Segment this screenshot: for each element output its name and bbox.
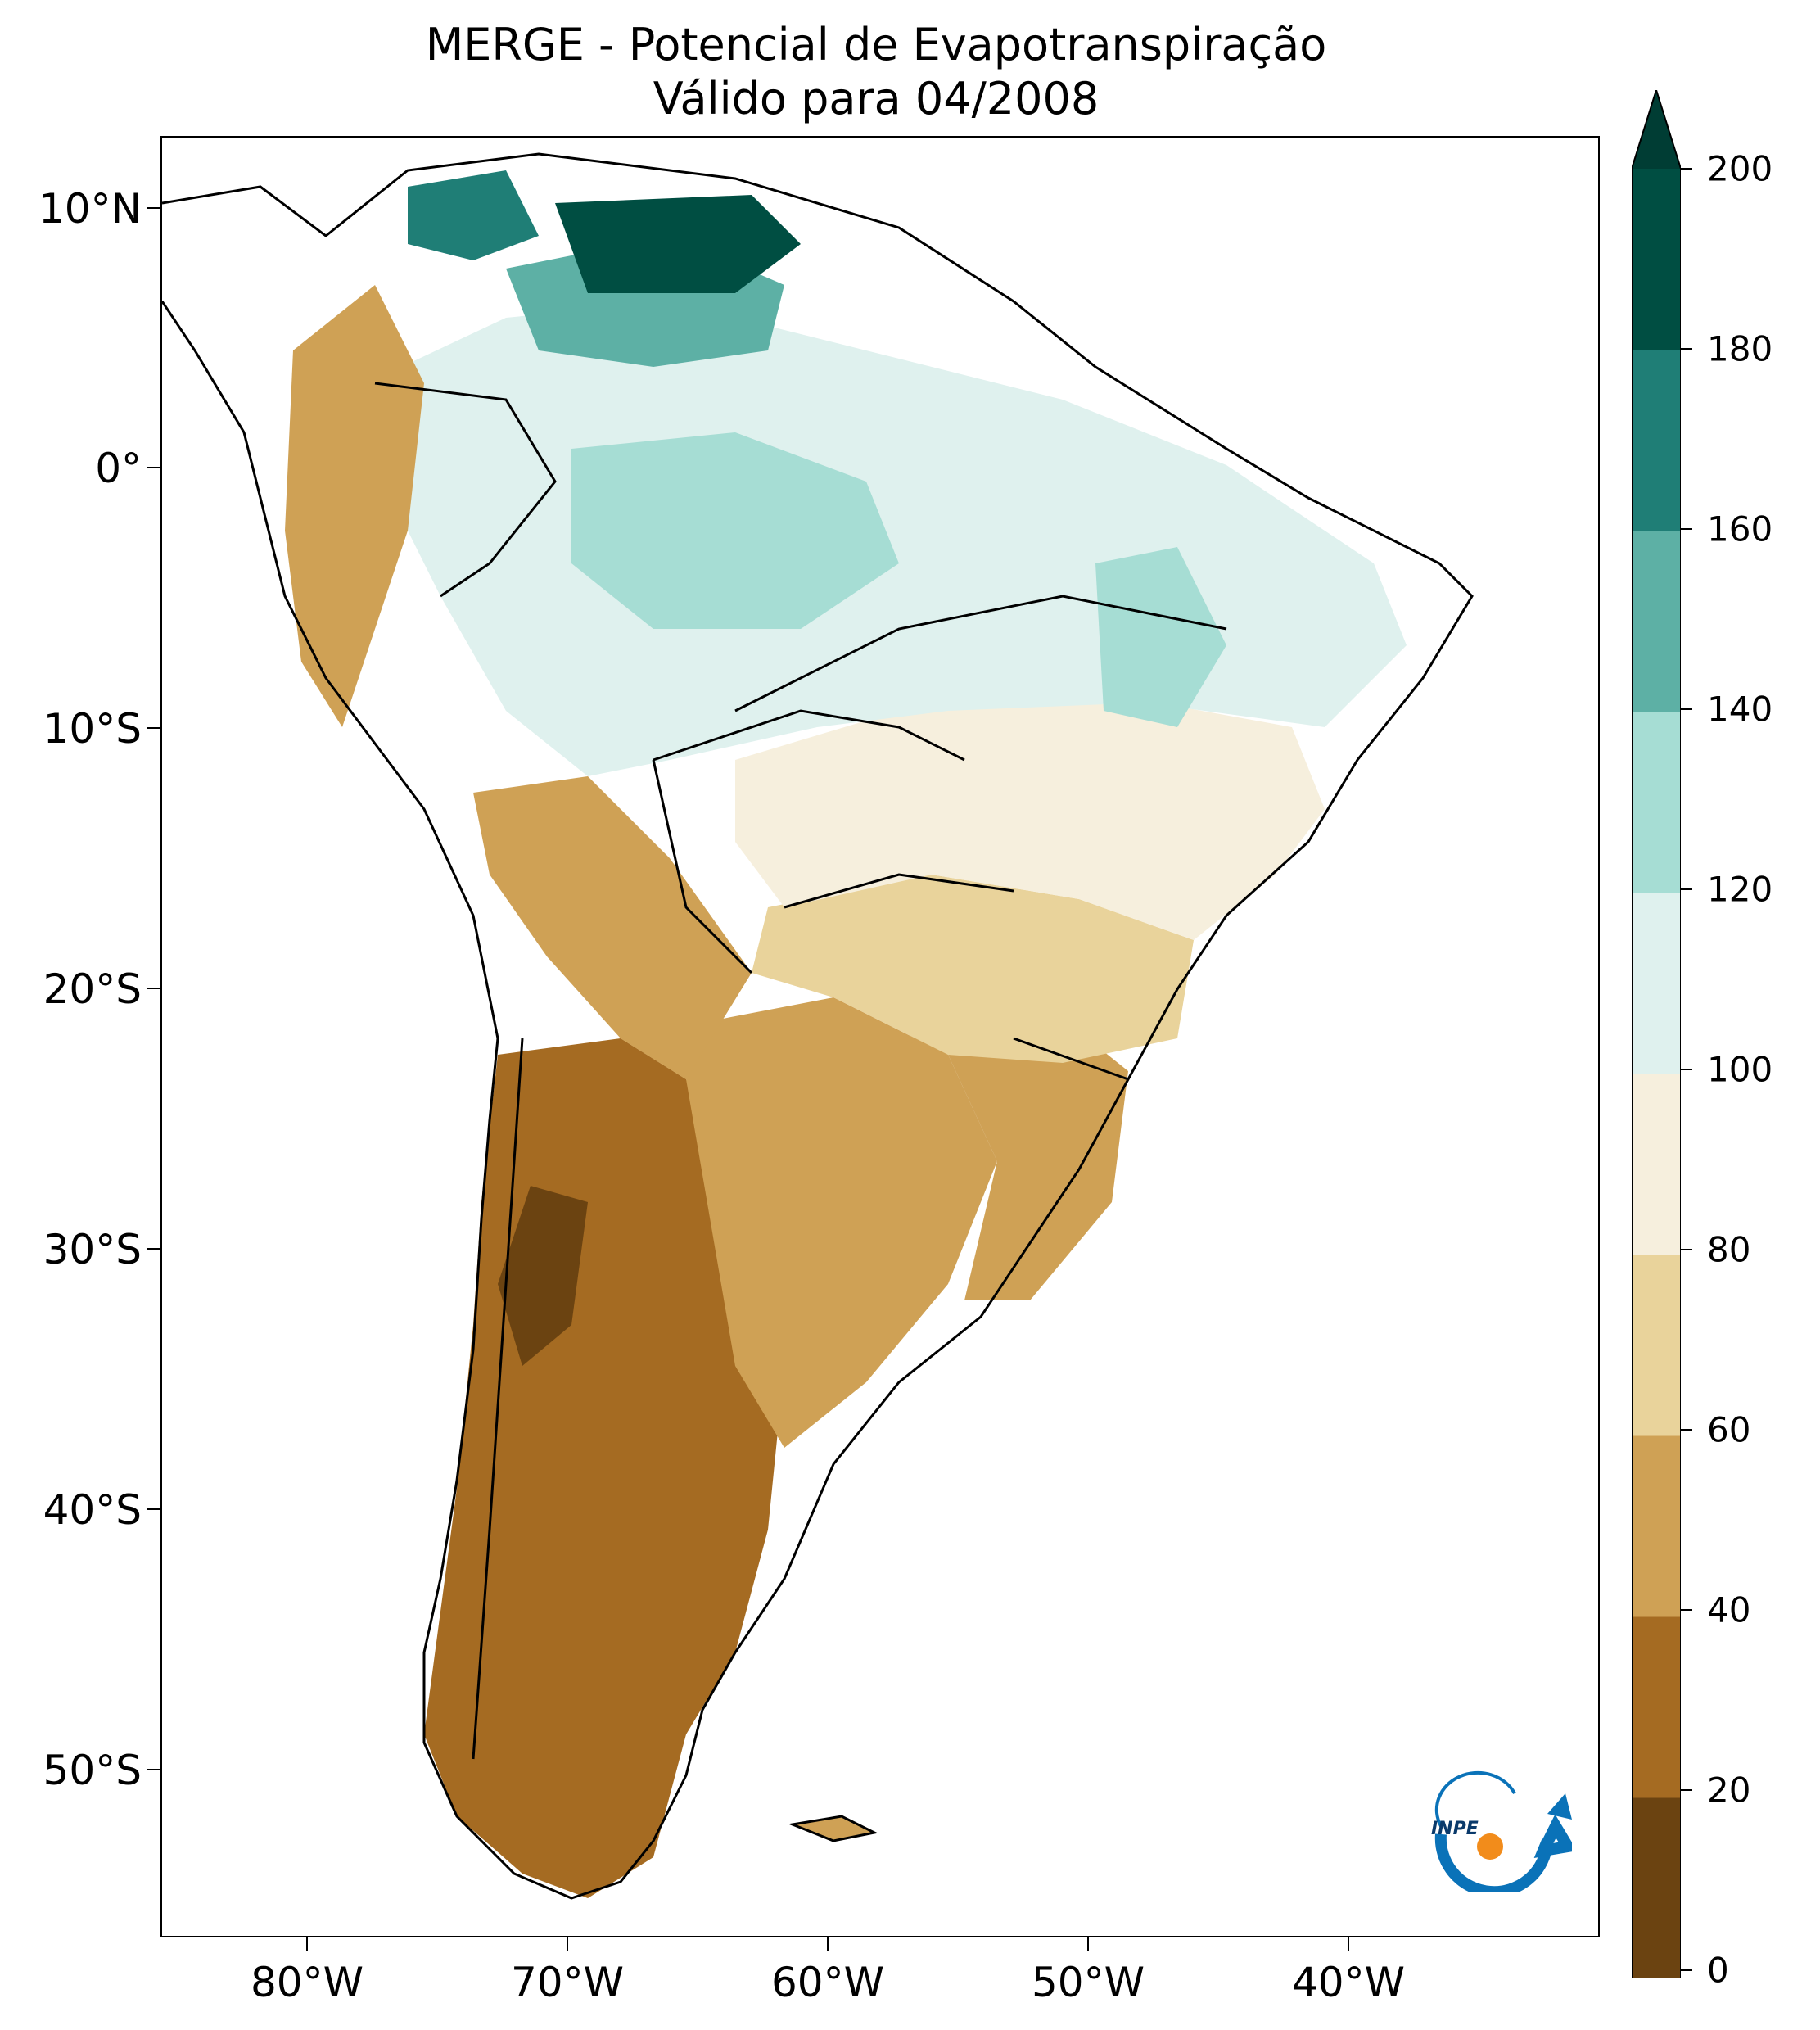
lon-tick bbox=[827, 1937, 829, 1951]
contour-band-60-80 bbox=[752, 875, 1194, 1063]
colorbar-tick bbox=[1681, 528, 1692, 530]
border-brazil-bolivia bbox=[653, 709, 965, 762]
lat-label-0: 0° bbox=[95, 445, 142, 492]
lat-label-20s: 20°S bbox=[43, 965, 142, 1013]
contour-north bbox=[367, 170, 1407, 776]
colorbar-label-100: 100 bbox=[1707, 1049, 1773, 1090]
border-bolivia-argentina bbox=[652, 759, 753, 974]
coastline bbox=[162, 152, 1474, 1900]
lon-label-60w: 60°W bbox=[770, 1959, 885, 2006]
contour-band-40-60-andes bbox=[473, 776, 752, 1079]
colorbar-label-80: 80 bbox=[1707, 1229, 1751, 1270]
logo-text: INPE bbox=[1431, 1819, 1479, 1839]
contour-band-40-60-east bbox=[899, 1006, 1128, 1300]
logo-swoosh bbox=[1434, 1814, 1572, 1892]
colorbar-outline bbox=[1632, 90, 1681, 1978]
colorbar-band-140-160 bbox=[1632, 531, 1681, 712]
lon-label-40w: 40°W bbox=[1291, 1959, 1406, 2006]
colorbar-band-180-200 bbox=[1632, 169, 1681, 350]
colorbar-band-160-180 bbox=[1632, 350, 1681, 531]
colorbar-tick bbox=[1681, 888, 1692, 890]
lon-label-70w: 70°W bbox=[510, 1959, 625, 2006]
logo-arrow bbox=[1547, 1793, 1572, 1820]
colorbar-tick bbox=[1681, 1069, 1692, 1070]
colorbar-label-0: 0 bbox=[1707, 1950, 1729, 1991]
colorbar-tick bbox=[1681, 168, 1692, 170]
lat-tick bbox=[147, 727, 160, 729]
colorbar-band-20-40 bbox=[1632, 1616, 1681, 1798]
colorbar-label-200: 200 bbox=[1707, 148, 1773, 189]
border-brazil-states bbox=[734, 595, 1227, 712]
contour-andes-north bbox=[285, 285, 424, 727]
map-title: MERGE - Potencial de Evapotranspiração bbox=[425, 19, 1327, 70]
colorbar-label-140: 140 bbox=[1707, 689, 1773, 730]
contour-band-40-60 bbox=[621, 997, 997, 1448]
contour-band-160-180 bbox=[408, 170, 539, 260]
lat-label-10s: 10°S bbox=[43, 705, 142, 753]
lat-tick bbox=[147, 1769, 160, 1770]
border-chile-argentina bbox=[472, 1038, 524, 1760]
lon-label-80w: 80°W bbox=[250, 1959, 364, 2006]
logo-sun bbox=[1477, 1833, 1503, 1860]
colorbar-band-0-20 bbox=[1632, 1797, 1681, 1978]
lat-tick bbox=[147, 1508, 160, 1510]
colorbar-label-160: 160 bbox=[1707, 509, 1773, 549]
contour-band-120-140 bbox=[571, 432, 899, 629]
map-panel bbox=[160, 136, 1600, 1937]
inpe-logo: INPE bbox=[1431, 1770, 1572, 1892]
colorbar-label-40: 40 bbox=[1707, 1589, 1751, 1630]
border-colombia-peru bbox=[374, 382, 557, 598]
colorbar-band-60-80 bbox=[1632, 1255, 1681, 1436]
lat-label-50s: 50°S bbox=[43, 1747, 142, 1794]
colorbar-band-80-100 bbox=[1632, 1074, 1681, 1255]
map-subtitle: Válido para 04/2008 bbox=[653, 73, 1100, 124]
contour-band-0-20 bbox=[498, 1186, 588, 1366]
colorbar-band-100-120 bbox=[1632, 893, 1681, 1074]
contour-south bbox=[424, 997, 1128, 1898]
lat-label-40s: 40°S bbox=[43, 1486, 142, 1534]
lat-tick bbox=[147, 1248, 160, 1250]
colorbar bbox=[1632, 90, 1681, 1978]
colorbar-label-120: 120 bbox=[1707, 869, 1773, 910]
colorbar-tick bbox=[1681, 1969, 1692, 1971]
colorbar-tick bbox=[1681, 1789, 1692, 1791]
border-uruguay bbox=[1013, 1037, 1129, 1081]
colorbar-label-20: 20 bbox=[1707, 1770, 1751, 1811]
lat-label-30s: 30°S bbox=[43, 1226, 142, 1273]
colorbar-tick bbox=[1681, 1609, 1692, 1611]
falkland-islands bbox=[788, 1815, 878, 1842]
logo-arc bbox=[1434, 1770, 1516, 1827]
colorbar-tick bbox=[1681, 1429, 1692, 1431]
lat-tick bbox=[147, 467, 160, 468]
colorbar-band-120-140 bbox=[1632, 712, 1681, 893]
colorbar-label-180: 180 bbox=[1707, 328, 1773, 369]
colorbar-tick bbox=[1681, 1249, 1692, 1250]
contour-band-180-200 bbox=[555, 195, 801, 293]
colorbar-tick bbox=[1681, 708, 1692, 710]
colorbar-tick bbox=[1681, 348, 1692, 350]
lon-label-50w: 50°W bbox=[1031, 1959, 1145, 2006]
lon-tick bbox=[306, 1937, 308, 1951]
lon-tick bbox=[1348, 1937, 1349, 1951]
map-canvas bbox=[162, 152, 1474, 1900]
border-paraguay bbox=[784, 873, 1014, 909]
colorbar-label-60: 60 bbox=[1707, 1409, 1751, 1450]
lon-tick bbox=[567, 1937, 568, 1951]
lon-tick bbox=[1087, 1937, 1089, 1951]
lat-label-10n: 10°N bbox=[38, 185, 142, 233]
contour-band-120-140-east bbox=[1095, 547, 1226, 727]
colorbar-band-40-60 bbox=[1632, 1435, 1681, 1617]
colorbar-extend-max bbox=[1632, 90, 1681, 169]
lat-tick bbox=[147, 207, 160, 209]
lat-tick bbox=[147, 988, 160, 989]
